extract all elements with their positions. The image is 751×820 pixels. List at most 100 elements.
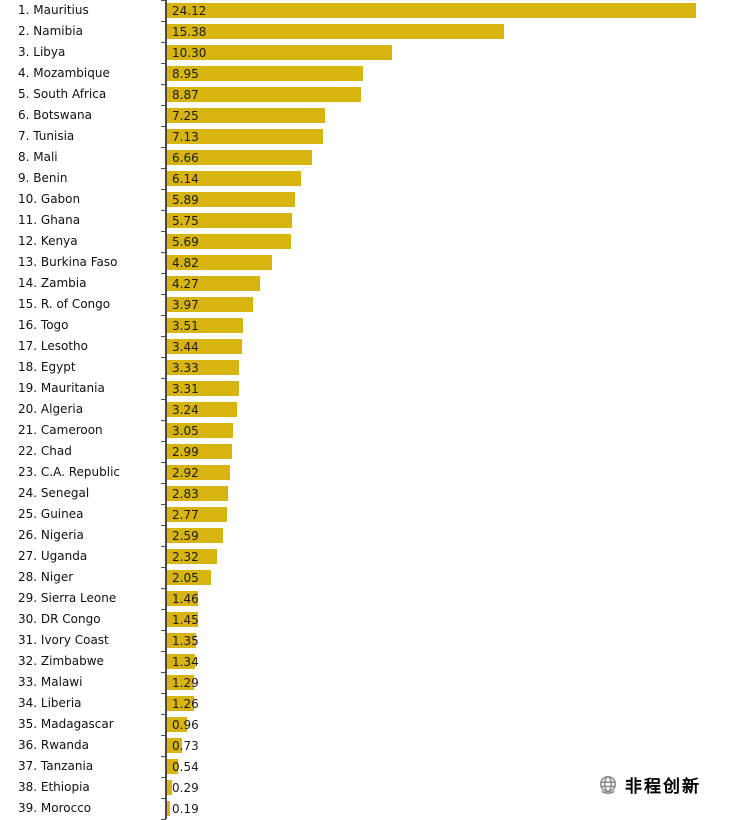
category-label: 19. Mauritania bbox=[18, 381, 105, 395]
category-label: 22. Chad bbox=[18, 444, 72, 458]
bar-row: 8. Mali 6.66 bbox=[0, 147, 751, 169]
bar[interactable] bbox=[166, 549, 217, 564]
bar[interactable] bbox=[166, 171, 301, 186]
bar[interactable] bbox=[166, 591, 199, 606]
bar-row: 4. Mozambique 8.95 bbox=[0, 63, 751, 85]
value-label: 2.92 bbox=[172, 465, 199, 480]
bar[interactable] bbox=[166, 339, 242, 354]
plot-area: 4.27 bbox=[166, 273, 751, 294]
bar-row: 18. Egypt 3.33 bbox=[0, 357, 751, 379]
bar[interactable] bbox=[166, 150, 313, 165]
plot-area: 1.26 bbox=[166, 693, 751, 714]
bar[interactable] bbox=[166, 486, 229, 501]
plot-area: 3.44 bbox=[166, 336, 751, 357]
globe-icon bbox=[597, 774, 619, 796]
plot-area: 3.33 bbox=[166, 357, 751, 378]
bar[interactable] bbox=[166, 213, 293, 228]
plot-area: 3.97 bbox=[166, 294, 751, 315]
plot-area: 0.96 bbox=[166, 714, 751, 735]
value-label: 2.99 bbox=[172, 444, 199, 459]
category-label: 1. Mauritius bbox=[18, 3, 89, 17]
category-label: 38. Ethiopia bbox=[18, 780, 90, 794]
plot-area: 1.46 bbox=[166, 588, 751, 609]
plot-area: 8.95 bbox=[166, 63, 751, 84]
bar[interactable] bbox=[166, 528, 223, 543]
bar-row: 25. Guinea 2.77 bbox=[0, 504, 751, 526]
value-label: 4.82 bbox=[172, 255, 199, 270]
bar[interactable] bbox=[166, 780, 173, 795]
plot-area: 3.51 bbox=[166, 315, 751, 336]
bar-row: 14. Zambia 4.27 bbox=[0, 273, 751, 295]
category-label: 24. Senegal bbox=[18, 486, 90, 500]
bar[interactable] bbox=[166, 129, 323, 144]
plot-area: 0.73 bbox=[166, 735, 751, 756]
bar-row: 19. Mauritania 3.31 bbox=[0, 378, 751, 400]
bar[interactable] bbox=[166, 297, 254, 312]
plot-area: 0.29 bbox=[166, 777, 751, 798]
bar-row: 1. Mauritius 24.12 bbox=[0, 0, 751, 22]
value-label: 0.29 bbox=[172, 780, 199, 795]
bar[interactable] bbox=[166, 423, 233, 438]
bar[interactable] bbox=[166, 234, 291, 249]
bar-row: 28. Niger 2.05 bbox=[0, 567, 751, 589]
watermark-text: 非程创新 bbox=[625, 777, 701, 797]
value-label: 5.69 bbox=[172, 234, 199, 249]
plot-area: 2.92 bbox=[166, 462, 751, 483]
value-label: 4.27 bbox=[172, 276, 199, 291]
bar-row: 34. Liberia 1.26 bbox=[0, 693, 751, 715]
bar-row: 22. Chad 2.99 bbox=[0, 441, 751, 463]
value-label: 24.12 bbox=[172, 3, 207, 18]
category-label: 28. Niger bbox=[18, 570, 74, 584]
plot-area: 7.25 bbox=[166, 105, 751, 126]
category-label: 8. Mali bbox=[18, 150, 58, 164]
category-label: 25. Guinea bbox=[18, 507, 84, 521]
bar[interactable] bbox=[166, 360, 240, 375]
bar-row: 7. Tunisia 7.13 bbox=[0, 126, 751, 148]
bar[interactable] bbox=[166, 24, 504, 39]
bar[interactable] bbox=[166, 87, 361, 102]
bar-row: 11. Ghana 5.75 bbox=[0, 210, 751, 232]
watermark: 非程创新 bbox=[597, 772, 701, 797]
bar[interactable] bbox=[166, 192, 296, 207]
value-label: 1.35 bbox=[172, 633, 199, 648]
bar-row: 27. Uganda 2.32 bbox=[0, 546, 751, 568]
bar[interactable] bbox=[166, 654, 196, 669]
plot-area: 2.77 bbox=[166, 504, 751, 525]
plot-area: 6.66 bbox=[166, 147, 751, 168]
bar[interactable] bbox=[166, 45, 393, 60]
bar[interactable] bbox=[166, 402, 238, 417]
bar[interactable] bbox=[166, 633, 196, 648]
bar[interactable] bbox=[166, 570, 211, 585]
bar[interactable] bbox=[166, 717, 188, 732]
bar[interactable] bbox=[166, 675, 195, 690]
plot-area: 0.19 bbox=[166, 798, 751, 819]
bar-row: 5. South Africa 8.87 bbox=[0, 84, 751, 106]
bar[interactable] bbox=[166, 255, 272, 270]
bar-row: 37. Tanzania 0.54 bbox=[0, 756, 751, 778]
bar[interactable] bbox=[166, 738, 182, 753]
category-label: 33. Malawi bbox=[18, 675, 83, 689]
bar[interactable] bbox=[166, 444, 232, 459]
bar[interactable] bbox=[166, 507, 227, 522]
bar[interactable] bbox=[166, 465, 231, 480]
bar[interactable] bbox=[166, 66, 363, 81]
bar[interactable] bbox=[166, 759, 178, 774]
value-label: 3.24 bbox=[172, 402, 199, 417]
category-label: 36. Rwanda bbox=[18, 738, 89, 752]
category-label: 34. Liberia bbox=[18, 696, 82, 710]
bar[interactable] bbox=[166, 801, 171, 816]
category-label: 5. South Africa bbox=[18, 87, 107, 101]
plot-area: 4.82 bbox=[166, 252, 751, 273]
bar-row: 9. Benin 6.14 bbox=[0, 168, 751, 190]
bar[interactable] bbox=[166, 318, 244, 333]
y-axis-line bbox=[165, 0, 167, 819]
bar[interactable] bbox=[166, 612, 198, 627]
plot-area: 6.14 bbox=[166, 168, 751, 189]
bar[interactable] bbox=[166, 381, 239, 396]
bar[interactable] bbox=[166, 696, 194, 711]
bar[interactable] bbox=[166, 108, 326, 123]
bar[interactable] bbox=[166, 3, 696, 18]
bar[interactable] bbox=[166, 276, 260, 291]
plot-area: 3.31 bbox=[166, 378, 751, 399]
